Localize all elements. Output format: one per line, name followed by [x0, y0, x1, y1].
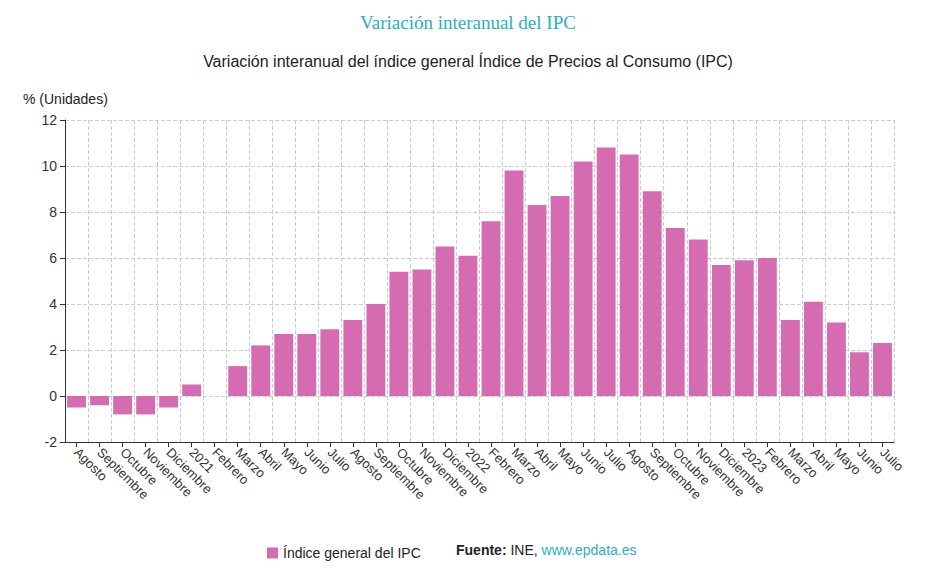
svg-text:Junio: Junio [854, 444, 887, 478]
svg-text:2021: 2021 [186, 445, 217, 476]
svg-text:Octubre: Octubre [669, 444, 714, 488]
svg-text:Abril: Abril [255, 445, 284, 474]
svg-text:Agosto: Agosto [347, 444, 387, 484]
svg-text:Noviembre: Noviembre [416, 444, 472, 500]
svg-text:Diciembre: Diciembre [716, 444, 768, 497]
svg-text:Julio: Julio [601, 445, 630, 474]
svg-text:0: 0 [49, 388, 57, 404]
svg-text:Mayo: Mayo [554, 444, 588, 478]
svg-text:2023: 2023 [739, 445, 770, 476]
svg-text:-2: -2 [45, 434, 58, 450]
svg-text:Agosto: Agosto [71, 444, 111, 484]
svg-text:Septiembre: Septiembre [646, 444, 705, 503]
svg-text:www.epdata.es: www.epdata.es [541, 542, 637, 558]
svg-text:Noviembre: Noviembre [140, 444, 196, 500]
svg-text:Marzo: Marzo [232, 444, 269, 481]
svg-text:Julio: Julio [325, 445, 354, 474]
svg-text:Abril: Abril [532, 445, 561, 474]
svg-text:Variación interanual del índic: Variación interanual del índice general … [203, 52, 733, 70]
svg-text:Febrero: Febrero [762, 444, 805, 488]
svg-text:2022: 2022 [463, 445, 494, 476]
svg-text:Agosto: Agosto [623, 444, 664, 484]
svg-text:Mayo: Mayo [278, 444, 312, 478]
svg-text:Noviembre: Noviembre [693, 444, 748, 500]
svg-text:Marzo: Marzo [785, 444, 822, 481]
svg-text:Junio: Junio [577, 444, 611, 478]
svg-text:Febrero: Febrero [485, 444, 529, 488]
svg-text:Febrero: Febrero [209, 444, 253, 488]
svg-text:Índice general del IPC: Índice general del IPC [283, 545, 421, 561]
svg-text:Septiembre: Septiembre [94, 444, 152, 503]
svg-text:Mayo: Mayo [831, 444, 865, 478]
svg-text:Marzo: Marzo [508, 444, 545, 481]
svg-text:6: 6 [49, 250, 57, 266]
svg-text:Octubre: Octubre [393, 444, 437, 488]
svg-text:Junio: Junio [301, 444, 334, 478]
svg-text:Diciembre: Diciembre [163, 444, 216, 497]
svg-text:Diciembre: Diciembre [439, 444, 492, 497]
svg-text:Fuente:: Fuente: [456, 542, 507, 558]
svg-text:Septiembre: Septiembre [370, 444, 429, 503]
svg-text:Octubre: Octubre [117, 444, 161, 488]
svg-text:12: 12 [41, 112, 57, 128]
svg-text:Variación interanual del IPC: Variación interanual del IPC [360, 12, 576, 33]
svg-text:4: 4 [49, 296, 57, 312]
svg-text:INE,: INE, [507, 542, 542, 558]
svg-text:Julio: Julio [877, 445, 906, 474]
svg-text:10: 10 [41, 158, 57, 174]
svg-text:Abril: Abril [808, 445, 837, 474]
svg-text:% (Unidades): % (Unidades) [23, 91, 108, 107]
svg-text:2: 2 [49, 342, 57, 358]
svg-text:8: 8 [49, 204, 57, 220]
